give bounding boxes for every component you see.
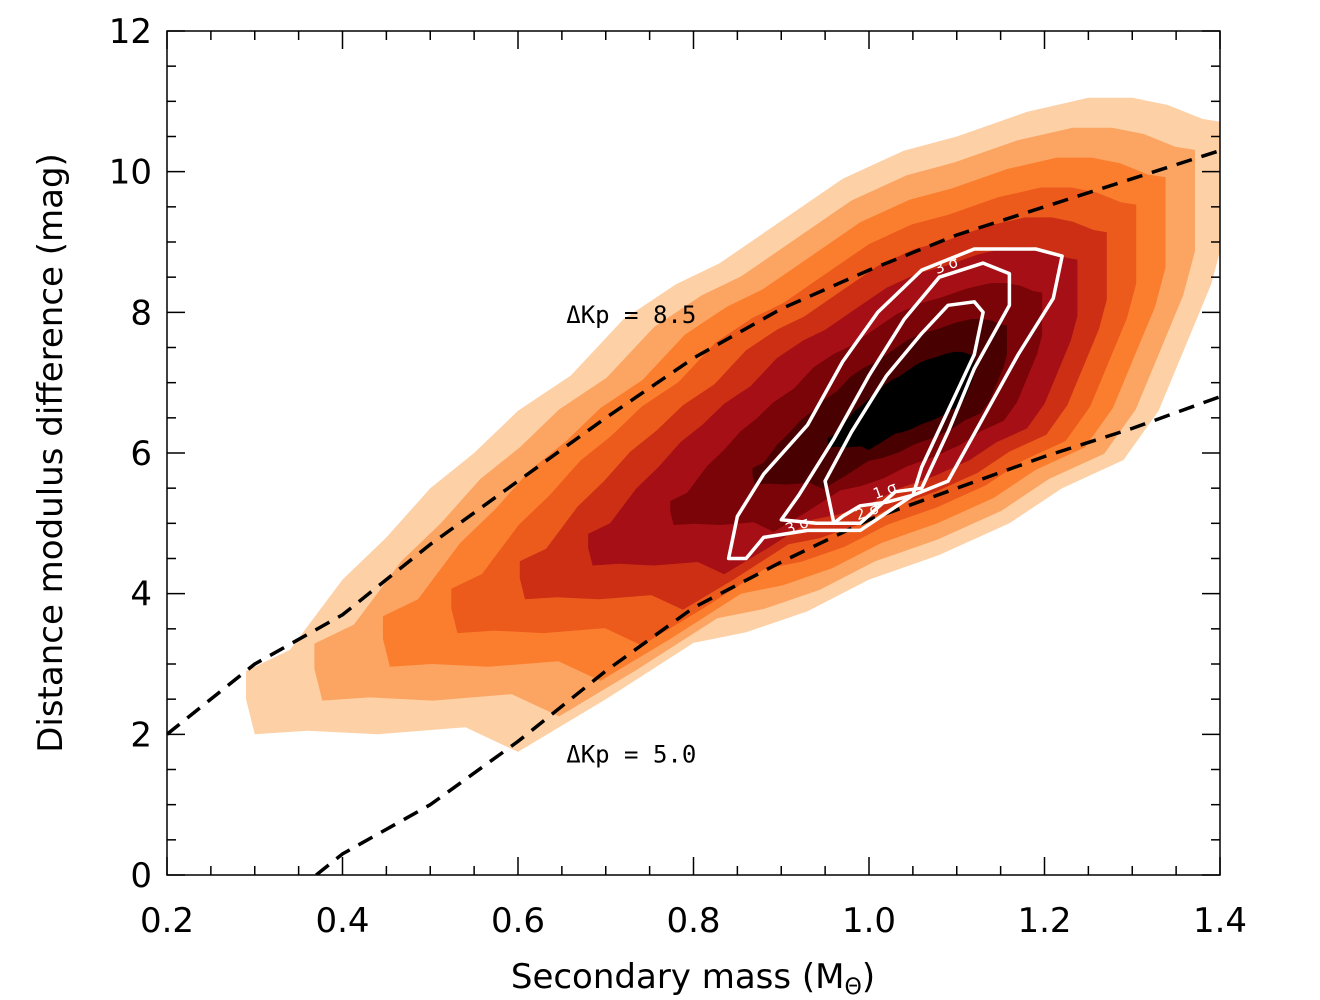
sigma-contour-1 [823, 300, 985, 526]
x-tick-label: 1.0 [842, 901, 896, 941]
dashed-line-1 [167, 148, 1220, 736]
y-tick-label: 10 [109, 153, 152, 193]
sigma-contour-3 [726, 247, 1064, 561]
x-axis-title: Secondary mass (MΘ) [511, 957, 875, 1000]
y-tick-label: 2 [130, 715, 152, 755]
x-tick-label: 1.2 [1017, 901, 1071, 941]
sigma-contours [726, 247, 1064, 561]
y-tick-label: 4 [130, 575, 152, 615]
x-tick-label: 0.4 [315, 901, 369, 941]
x-tick-label: 0.8 [666, 901, 720, 941]
y-axis-title: Distance modulus difference (mag) [31, 153, 71, 753]
dashed-line-2 [315, 395, 1220, 875]
tick-labels: 0.2 0.4 0.6 0.8 1.0 1.2 1.4 0 2 4 6 8 10 12 [109, 12, 1247, 941]
x-tick-label: 0.2 [140, 901, 194, 941]
y-tick-label: 12 [109, 12, 152, 52]
delta-kp-lines [167, 148, 1220, 875]
axis-ticks [166, 30, 1221, 876]
annotation-1: ΔKp = 8.5 [566, 301, 696, 329]
annotations: ΔKp = 8.5 ΔKp = 5.0 [566, 301, 696, 769]
x-tick-label: 1.4 [1193, 901, 1247, 941]
annotation-2: ΔKp = 5.0 [566, 740, 696, 768]
density-fill-layer [246, 97, 1220, 752]
y-tick-label: 8 [130, 293, 152, 333]
sigma-contour-2 [779, 261, 1012, 526]
y-tick-label: 0 [130, 856, 152, 896]
x-tick-label: 0.6 [491, 901, 545, 941]
density-band-core [827, 351, 975, 450]
y-tick-label: 6 [130, 434, 152, 474]
